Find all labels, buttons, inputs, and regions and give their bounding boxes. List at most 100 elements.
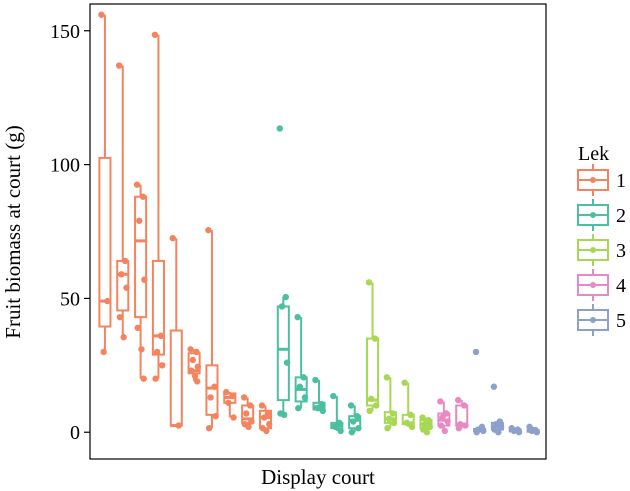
- court-box-lek-5: [472, 348, 487, 436]
- data-point: [353, 412, 361, 420]
- data-point: [175, 422, 182, 429]
- court-box-lek-1: [116, 62, 130, 341]
- legend-key-4: 4: [577, 269, 626, 301]
- y-tick-label: 50: [60, 288, 80, 310]
- data-point: [455, 425, 463, 432]
- data-point: [348, 429, 356, 436]
- data-point: [367, 395, 375, 402]
- data-point: [444, 418, 451, 425]
- data-point: [187, 346, 194, 353]
- court-box-lek-5: [526, 423, 541, 436]
- court-box-lek-1: [240, 394, 255, 431]
- data-point: [330, 392, 337, 400]
- data-point: [258, 402, 266, 409]
- data-point: [266, 421, 273, 428]
- legend-key-point: [590, 247, 596, 253]
- data-point: [263, 427, 270, 435]
- data-point: [385, 415, 393, 423]
- data-point: [243, 410, 250, 417]
- legend-label: 5: [616, 310, 626, 332]
- legend: Lek 1 2 3 4 5: [577, 143, 626, 336]
- data-point: [480, 427, 487, 435]
- data-point: [441, 427, 448, 435]
- court-box-lek-1: [133, 181, 148, 382]
- court-box-lek-4: [437, 398, 451, 435]
- y-tick-label: 100: [50, 155, 80, 177]
- iqr-box: [205, 364, 219, 416]
- data-point: [454, 396, 462, 404]
- data-point: [403, 419, 411, 427]
- data-point: [194, 363, 202, 370]
- data-point: [194, 378, 201, 385]
- data-point: [139, 193, 147, 200]
- data-point: [332, 423, 339, 431]
- data-point: [390, 419, 398, 427]
- court-box-lek-1: [187, 346, 202, 385]
- iqr-box: [98, 156, 112, 328]
- data-point: [336, 419, 343, 427]
- data-point: [193, 348, 200, 356]
- court-box-lek-1: [258, 402, 273, 435]
- data-point: [120, 334, 127, 341]
- data-point: [138, 346, 145, 353]
- data-point: [211, 383, 218, 390]
- data-point: [389, 410, 396, 417]
- data-point: [439, 414, 446, 421]
- data-point: [133, 181, 141, 188]
- data-point: [141, 276, 148, 283]
- legend-key-5: 5: [577, 304, 626, 336]
- court-box-lek-2: [347, 402, 362, 436]
- data-point: [153, 348, 161, 356]
- legend-key-1: 1: [577, 164, 626, 196]
- data-point: [425, 416, 432, 424]
- data-point: [295, 404, 302, 412]
- data-point: [384, 425, 391, 432]
- legend-key-point: [590, 177, 596, 183]
- court-box-lek-1: [223, 388, 237, 421]
- court-box-lek-5: [490, 383, 505, 436]
- data-point: [314, 404, 321, 412]
- data-point: [421, 421, 428, 428]
- legend-key-point: [590, 317, 596, 323]
- data-point: [437, 398, 444, 405]
- data-point: [240, 394, 248, 401]
- data-point: [472, 348, 480, 356]
- data-point: [301, 394, 309, 401]
- data-point: [337, 427, 344, 435]
- court-box-lek-4: [454, 396, 469, 432]
- data-point: [497, 423, 505, 431]
- court-box-lek-1: [205, 226, 219, 432]
- legend-key-3: 3: [577, 234, 626, 266]
- data-point: [191, 372, 199, 380]
- data-point: [104, 297, 111, 305]
- data-point: [473, 429, 480, 436]
- data-point: [169, 234, 176, 242]
- legend-label: 4: [616, 275, 626, 297]
- court-box-lek-1: [98, 11, 112, 356]
- data-point: [230, 414, 237, 421]
- court-box-lek-1: [169, 234, 183, 429]
- legend-key-point: [590, 282, 596, 288]
- y-axis: 0 50 100 150: [50, 21, 90, 444]
- data-point: [100, 348, 107, 356]
- data-point: [515, 429, 523, 436]
- data-point: [383, 374, 391, 381]
- court-box-lek-2: [276, 125, 291, 419]
- data-point: [134, 324, 141, 332]
- data-point: [123, 284, 130, 291]
- data-point: [401, 379, 408, 386]
- court-box-lek-3: [401, 379, 416, 431]
- data-point: [118, 271, 125, 278]
- data-point: [264, 410, 272, 417]
- data-point: [495, 429, 502, 436]
- court-box-lek-3: [419, 414, 434, 436]
- data-point: [225, 399, 232, 406]
- data-point: [294, 313, 301, 321]
- court-box-lek-1: [151, 31, 166, 382]
- data-point: [460, 402, 468, 409]
- data-point: [188, 367, 195, 374]
- legend-title: Lek: [578, 143, 609, 165]
- x-axis-title: Display court: [261, 465, 375, 489]
- data-point: [371, 335, 379, 342]
- data-point: [373, 402, 380, 409]
